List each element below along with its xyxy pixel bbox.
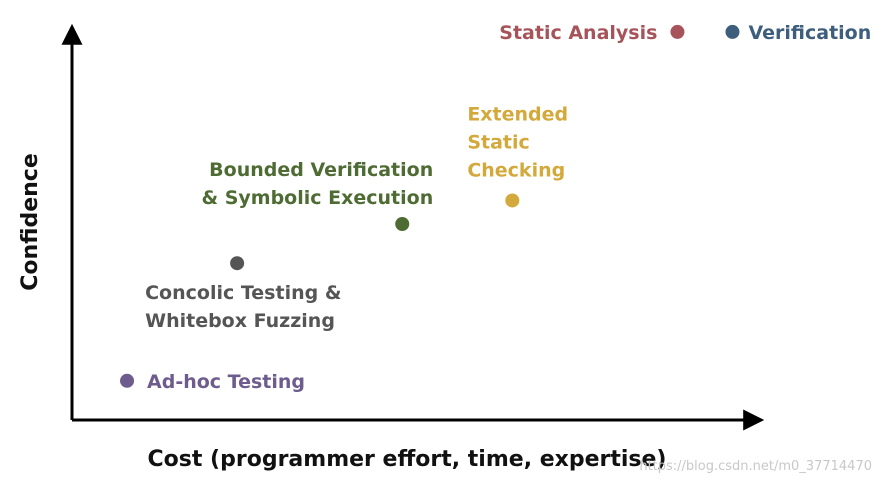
data-point-label-line: Extended: [467, 103, 568, 125]
data-point-label-line: Checking: [467, 159, 565, 181]
data-point: [395, 217, 410, 231]
data-point: [505, 193, 520, 208]
data-point: [725, 24, 740, 39]
data-point-label-line: Ad-hoc Testing: [147, 371, 305, 393]
data-point-label: Verification: [748, 22, 871, 44]
data-point-label: Extended Static Checking: [467, 103, 568, 181]
watermark: https://blog.csdn.net/m0_37714470: [639, 459, 872, 474]
data-point-label: Concolic Testing & Whitebox Fuzzing: [145, 282, 341, 332]
data-point-label-line: Verification: [748, 22, 871, 44]
data-point-group: Concolic Testing & Whitebox Fuzzing: [145, 256, 341, 332]
data-point-group: Bounded Verification & Symbolic Execution: [202, 159, 434, 231]
points-layer: Ad-hoc Testing Concolic Testing & Whitebox…: [120, 22, 871, 393]
data-point-label: Bounded Verification & Symbolic Execution: [202, 159, 434, 209]
data-point-group: Verification: [725, 22, 871, 44]
data-point-group: Static Analysis: [499, 22, 685, 44]
y-axis-title: Confidence: [18, 153, 43, 291]
data-point-group: Extended Static Checking: [467, 103, 568, 208]
x-axis-title: Cost (programmer effort, time, expertise…: [148, 447, 667, 472]
data-point-label: Ad-hoc Testing: [147, 371, 305, 393]
data-point-label-line: Whitebox Fuzzing: [145, 310, 335, 332]
data-point-group: Ad-hoc Testing: [120, 371, 305, 393]
data-point-label-line: Static Analysis: [499, 22, 657, 44]
data-point: [230, 256, 245, 271]
data-point: [670, 24, 685, 39]
data-point-label: Static Analysis: [499, 22, 657, 44]
data-point-label-line: Static: [467, 131, 529, 153]
data-point: [120, 373, 135, 388]
data-point-label-line: Bounded Verification: [209, 159, 433, 181]
data-point-label-line: & Symbolic Execution: [202, 187, 434, 209]
data-point-label-line: Concolic Testing &: [145, 282, 341, 304]
